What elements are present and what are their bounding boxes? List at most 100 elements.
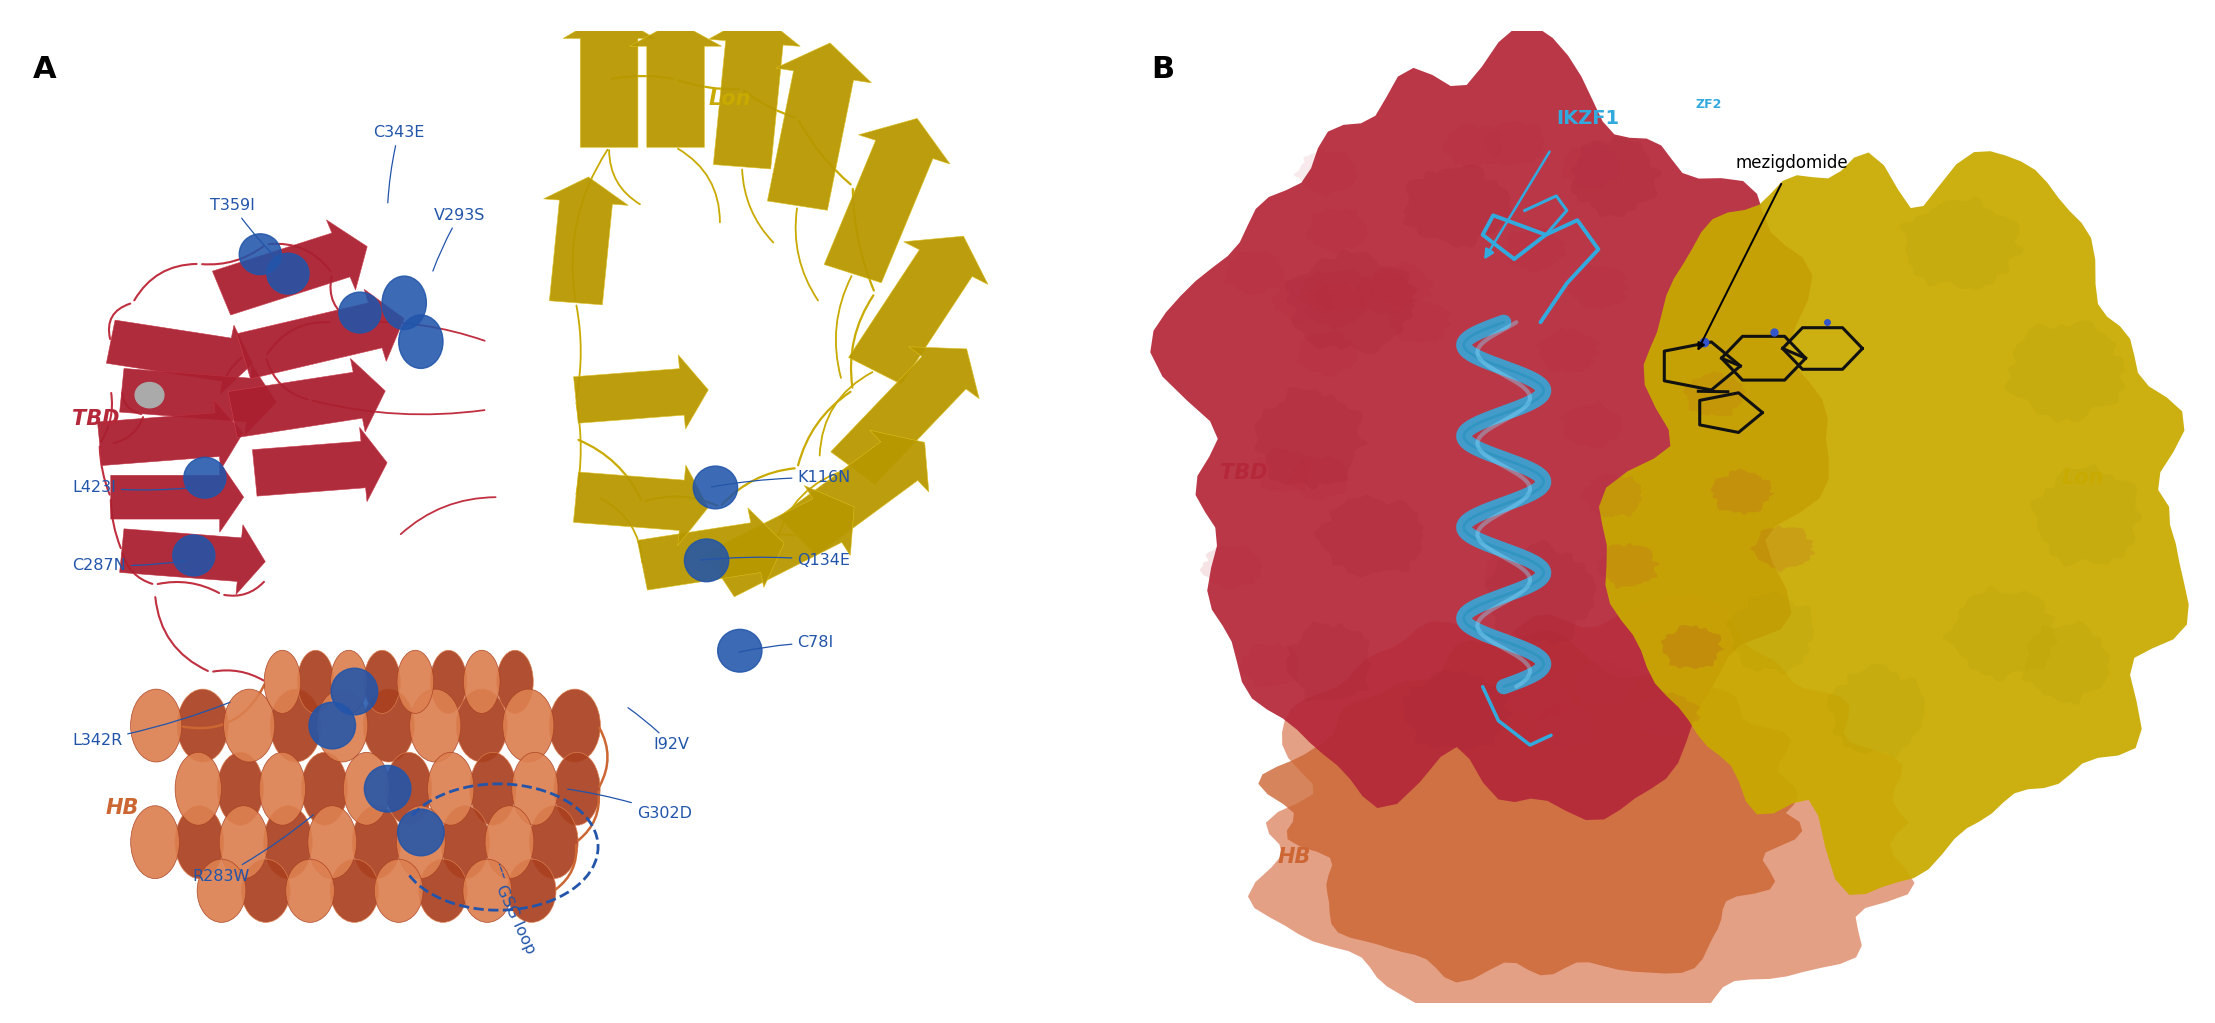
FancyArrow shape [824, 119, 950, 282]
Ellipse shape [419, 859, 467, 923]
FancyArrow shape [780, 430, 928, 555]
FancyArrow shape [111, 462, 244, 532]
Polygon shape [1356, 269, 1418, 316]
Ellipse shape [507, 859, 556, 923]
FancyArrow shape [213, 220, 368, 315]
FancyArrow shape [97, 400, 244, 470]
Ellipse shape [554, 752, 600, 826]
Text: L342R: L342R [71, 702, 230, 748]
Text: C287N: C287N [71, 558, 186, 573]
Ellipse shape [470, 752, 516, 826]
Text: C78I: C78I [740, 635, 833, 652]
Ellipse shape [352, 806, 401, 879]
Text: Q134E: Q134E [700, 552, 851, 568]
Text: IKZF1: IKZF1 [1557, 108, 1619, 128]
Ellipse shape [266, 254, 310, 294]
Ellipse shape [175, 806, 224, 879]
FancyArrow shape [543, 177, 629, 305]
Ellipse shape [224, 690, 275, 762]
Polygon shape [1562, 401, 1624, 448]
Text: TBD: TBD [1220, 462, 1267, 483]
Polygon shape [1898, 196, 2025, 291]
Ellipse shape [463, 651, 501, 713]
Ellipse shape [308, 702, 354, 749]
Ellipse shape [496, 651, 534, 713]
Polygon shape [1371, 262, 1433, 308]
Polygon shape [1637, 692, 1701, 737]
Ellipse shape [184, 457, 226, 498]
FancyArrow shape [629, 20, 722, 147]
Ellipse shape [317, 690, 368, 762]
Ellipse shape [197, 859, 246, 923]
Ellipse shape [399, 315, 443, 368]
Ellipse shape [131, 806, 179, 879]
Polygon shape [1661, 625, 1723, 669]
Ellipse shape [381, 276, 425, 329]
Polygon shape [1313, 268, 1376, 315]
Text: T359I: T359I [210, 198, 281, 262]
Polygon shape [1225, 251, 1285, 295]
Polygon shape [1531, 704, 1595, 750]
Polygon shape [2029, 464, 2142, 567]
Polygon shape [1240, 643, 1300, 687]
Polygon shape [1389, 299, 1451, 344]
Polygon shape [1484, 122, 1546, 166]
Ellipse shape [396, 651, 434, 713]
Ellipse shape [175, 752, 222, 826]
Polygon shape [1582, 473, 1641, 518]
Text: HB: HB [106, 798, 140, 818]
Polygon shape [1287, 622, 1371, 702]
Ellipse shape [177, 690, 228, 762]
Polygon shape [1573, 660, 1637, 706]
Ellipse shape [385, 752, 432, 826]
FancyArrow shape [106, 320, 253, 394]
FancyArrow shape [574, 355, 709, 429]
Ellipse shape [363, 651, 401, 713]
Text: TBD: TBD [71, 409, 120, 430]
Ellipse shape [332, 668, 377, 715]
Text: A: A [33, 55, 58, 84]
Ellipse shape [463, 859, 512, 923]
Ellipse shape [396, 806, 445, 879]
Polygon shape [2005, 320, 2126, 422]
FancyArrow shape [848, 236, 988, 385]
Ellipse shape [173, 535, 215, 576]
Polygon shape [1313, 495, 1424, 577]
Polygon shape [1296, 330, 1358, 377]
Ellipse shape [441, 806, 490, 879]
Ellipse shape [264, 806, 312, 879]
Text: Lon: Lon [709, 89, 751, 108]
Polygon shape [1254, 448, 1316, 492]
Polygon shape [1710, 469, 1774, 515]
FancyArrow shape [638, 507, 784, 590]
Polygon shape [1943, 585, 2058, 682]
Ellipse shape [430, 651, 467, 713]
Ellipse shape [264, 651, 301, 713]
Polygon shape [1683, 371, 1745, 416]
Text: ZF2: ZF2 [1694, 98, 1721, 112]
Polygon shape [1725, 591, 1814, 674]
Ellipse shape [363, 690, 414, 762]
Text: G302D: G302D [567, 789, 691, 820]
FancyArrow shape [253, 428, 388, 501]
FancyArrow shape [120, 525, 266, 594]
Text: HB: HB [1278, 847, 1311, 866]
Ellipse shape [718, 629, 762, 672]
Text: V293S: V293S [432, 208, 485, 271]
Ellipse shape [343, 752, 390, 826]
Polygon shape [1562, 143, 1624, 189]
Polygon shape [1247, 594, 1914, 1023]
Polygon shape [1298, 270, 1362, 315]
Polygon shape [1508, 674, 1570, 719]
Ellipse shape [456, 690, 507, 762]
Text: mezigdomide: mezigdomide [1734, 153, 1847, 172]
Polygon shape [1287, 455, 1351, 501]
Text: L423I: L423I [71, 480, 190, 495]
Ellipse shape [131, 690, 182, 762]
Ellipse shape [363, 765, 412, 812]
FancyArrow shape [704, 486, 855, 596]
Text: Lon: Lon [2062, 468, 2104, 488]
Ellipse shape [330, 651, 368, 713]
Ellipse shape [396, 809, 443, 856]
Text: GSG loop: GSG loop [492, 864, 538, 957]
